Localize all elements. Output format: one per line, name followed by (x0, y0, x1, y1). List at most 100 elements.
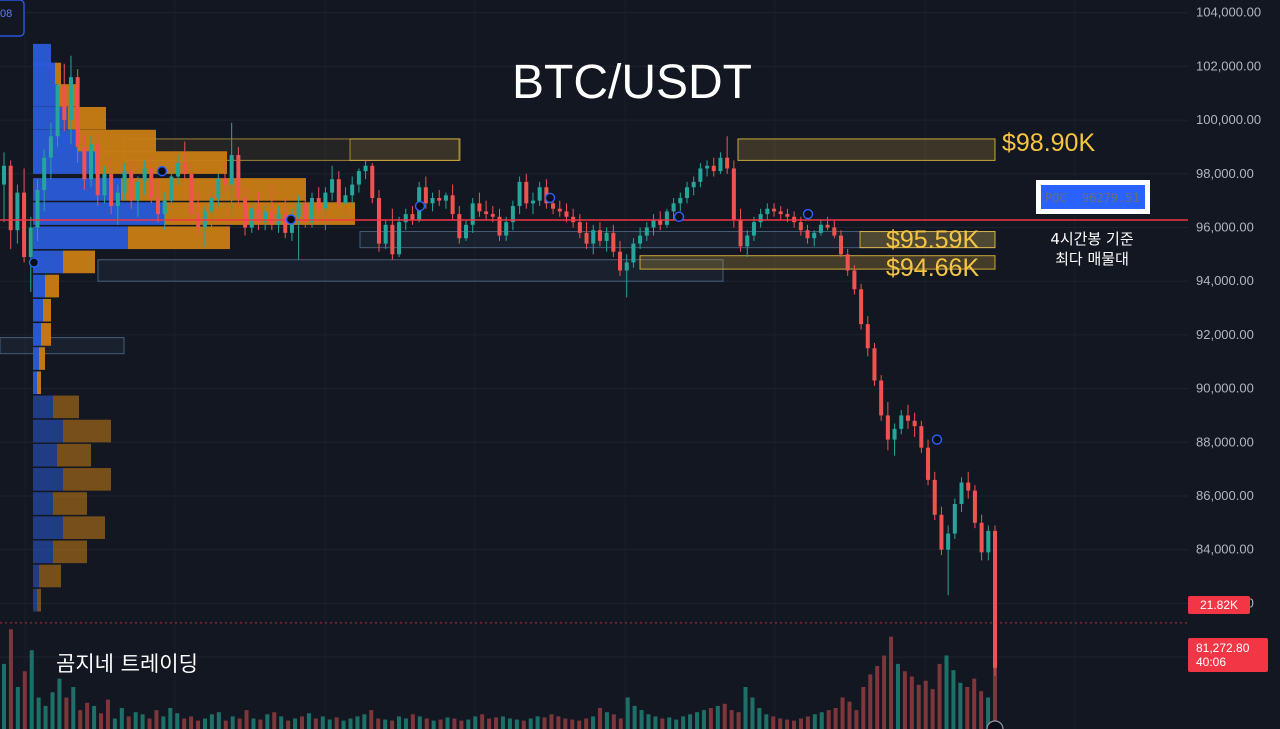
volume-bar (341, 720, 346, 729)
candle-body (664, 211, 669, 225)
volume-bar (694, 712, 700, 729)
volume-bar (937, 663, 942, 729)
candle-body (584, 232, 589, 244)
volume-bar (909, 676, 914, 729)
candle-body (182, 163, 187, 174)
volume-bar (729, 710, 734, 729)
candle-body (189, 173, 194, 215)
volume-bar (902, 671, 907, 729)
volume-bar (542, 717, 547, 729)
volume-bar (895, 663, 900, 729)
profile-sell-bar (37, 588, 41, 612)
symbol-badge[interactable]: 08 (0, 0, 25, 37)
volume-bar (112, 718, 117, 729)
candle-body (725, 157, 730, 169)
volume-bar (29, 650, 34, 729)
profile-buy-bar (33, 178, 121, 201)
volume-bar (15, 687, 20, 729)
candle-body (115, 192, 120, 207)
signal-marker (414, 200, 426, 212)
candle-body (651, 219, 656, 228)
volume-bar (216, 712, 221, 729)
volume-bar (459, 720, 464, 729)
volume-bar (438, 719, 443, 729)
volume-bar (979, 691, 984, 729)
candle-body (892, 428, 897, 440)
candle-body (731, 168, 736, 220)
volume-bar (362, 714, 367, 729)
candle-body (316, 197, 321, 209)
volume-bar (986, 697, 991, 729)
candlesticks (1, 55, 998, 676)
candle-body (162, 200, 167, 215)
candle-body (336, 179, 341, 204)
profile-buy-bar (33, 347, 39, 370)
profile-sell-bar (41, 323, 51, 346)
volume-bar (133, 712, 138, 729)
signal-marker (931, 434, 943, 445)
volume-bar (930, 689, 935, 729)
candle-body (22, 192, 27, 258)
candle-body (48, 136, 53, 158)
volume-bar (313, 718, 318, 729)
candle-body (356, 171, 361, 185)
candle-body (176, 163, 181, 177)
candle-body (477, 203, 482, 212)
y-axis: 104,000.00 102,000.00 100,000.00 98,000.00 9… (1196, 5, 1261, 664)
candle-body (82, 146, 87, 180)
price-zone-91600 (0, 337, 125, 355)
candle-body (785, 214, 790, 217)
last-price-countdown: 40:06 (1196, 655, 1226, 669)
profile-buy-bar (33, 588, 37, 612)
candle-body (229, 155, 234, 185)
candle-body (390, 224, 395, 255)
candle-body (397, 222, 402, 255)
volume-bar (570, 719, 575, 729)
symbol-badge-text: 08 (0, 8, 12, 20)
candle-body (68, 77, 73, 121)
candle-body (135, 181, 140, 201)
candle-body (926, 447, 931, 480)
candle-body (142, 168, 147, 182)
volume-bar (92, 705, 97, 729)
profile-buy-bar (33, 62, 55, 86)
profile-sell-bar (63, 419, 111, 443)
volume-bar (473, 716, 478, 729)
profile-sell-bar (63, 468, 111, 491)
volume-bar (1, 663, 7, 729)
candle-body (952, 504, 957, 534)
candle-body (678, 197, 683, 204)
candle-body (169, 176, 174, 201)
volume-bar (584, 718, 589, 729)
volume-bar (189, 716, 194, 729)
candle-body (772, 208, 777, 212)
volume-bar (22, 671, 27, 729)
volume-bar (916, 684, 921, 729)
candle-body (992, 530, 998, 668)
profile-buy-bar (33, 443, 57, 467)
profile-buy-bar (33, 540, 53, 564)
profile-sell-bar (58, 84, 76, 107)
candle-body (15, 192, 20, 231)
candle-body (564, 211, 569, 217)
candle-body (604, 232, 609, 241)
volume-bar (965, 687, 970, 729)
candle-body (912, 420, 917, 427)
profile-sell-bar (63, 250, 95, 274)
price-zone-94400 (97, 259, 724, 282)
volume-bar (778, 718, 783, 729)
volume-bar (99, 713, 104, 729)
profile-buy-bar (33, 395, 53, 419)
last-price-value: 81,272.80 (1196, 641, 1250, 655)
candle-body (758, 214, 763, 223)
volume-bar (889, 636, 894, 729)
profile-sell-bar (43, 298, 51, 322)
candle-body (751, 222, 756, 236)
candle-body (437, 197, 442, 201)
y-tick-label: 90,000.00 (1196, 381, 1254, 396)
profile-buy-bar (33, 226, 128, 250)
candle-body (979, 522, 984, 553)
candle-body (986, 530, 991, 553)
y-tick-label: 94,000.00 (1196, 273, 1254, 288)
candle-body (222, 179, 227, 185)
